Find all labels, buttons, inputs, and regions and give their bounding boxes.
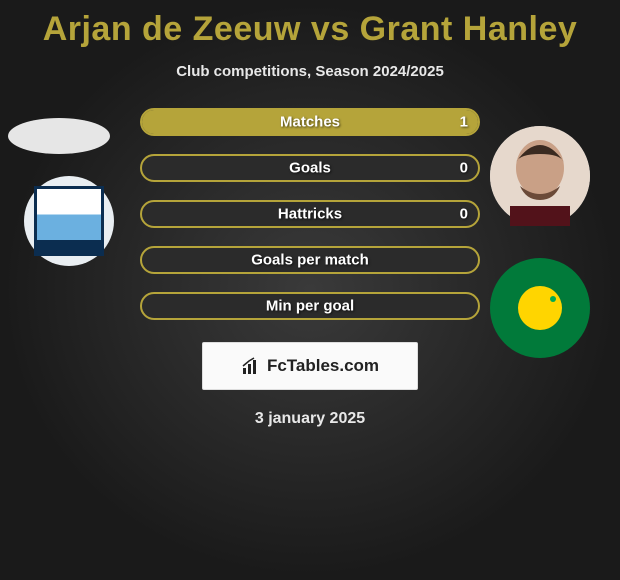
stat-row-goals: Goals 0 xyxy=(140,154,480,182)
stat-label: Goals per match xyxy=(251,252,369,269)
stat-row-min-per-goal: Min per goal xyxy=(140,292,480,320)
stat-label: Matches xyxy=(280,114,340,131)
player-photo-left xyxy=(8,118,110,154)
date-label: 3 january 2025 xyxy=(0,410,620,428)
stat-value-right: 0 xyxy=(460,206,468,223)
page-title: Arjan de Zeeuw vs Grant Hanley xyxy=(0,0,620,49)
stat-value-right: 1 xyxy=(460,114,468,131)
chart-icon xyxy=(241,356,261,376)
player-photo-right xyxy=(490,126,590,226)
brand-text: FcTables.com xyxy=(267,356,379,376)
stat-value-right: 0 xyxy=(460,160,468,177)
stat-row-goals-per-match: Goals per match xyxy=(140,246,480,274)
stat-label: Min per goal xyxy=(266,298,354,315)
brand-watermark: FcTables.com xyxy=(202,342,418,390)
subtitle: Club competitions, Season 2024/2025 xyxy=(0,63,620,80)
club-crest-left xyxy=(24,176,114,266)
stat-label: Goals xyxy=(289,160,331,177)
stat-row-hattricks: Hattricks 0 xyxy=(140,200,480,228)
club-crest-right xyxy=(490,258,590,358)
stat-label: Hattricks xyxy=(278,206,342,223)
stat-row-matches: Matches 1 xyxy=(140,108,480,136)
